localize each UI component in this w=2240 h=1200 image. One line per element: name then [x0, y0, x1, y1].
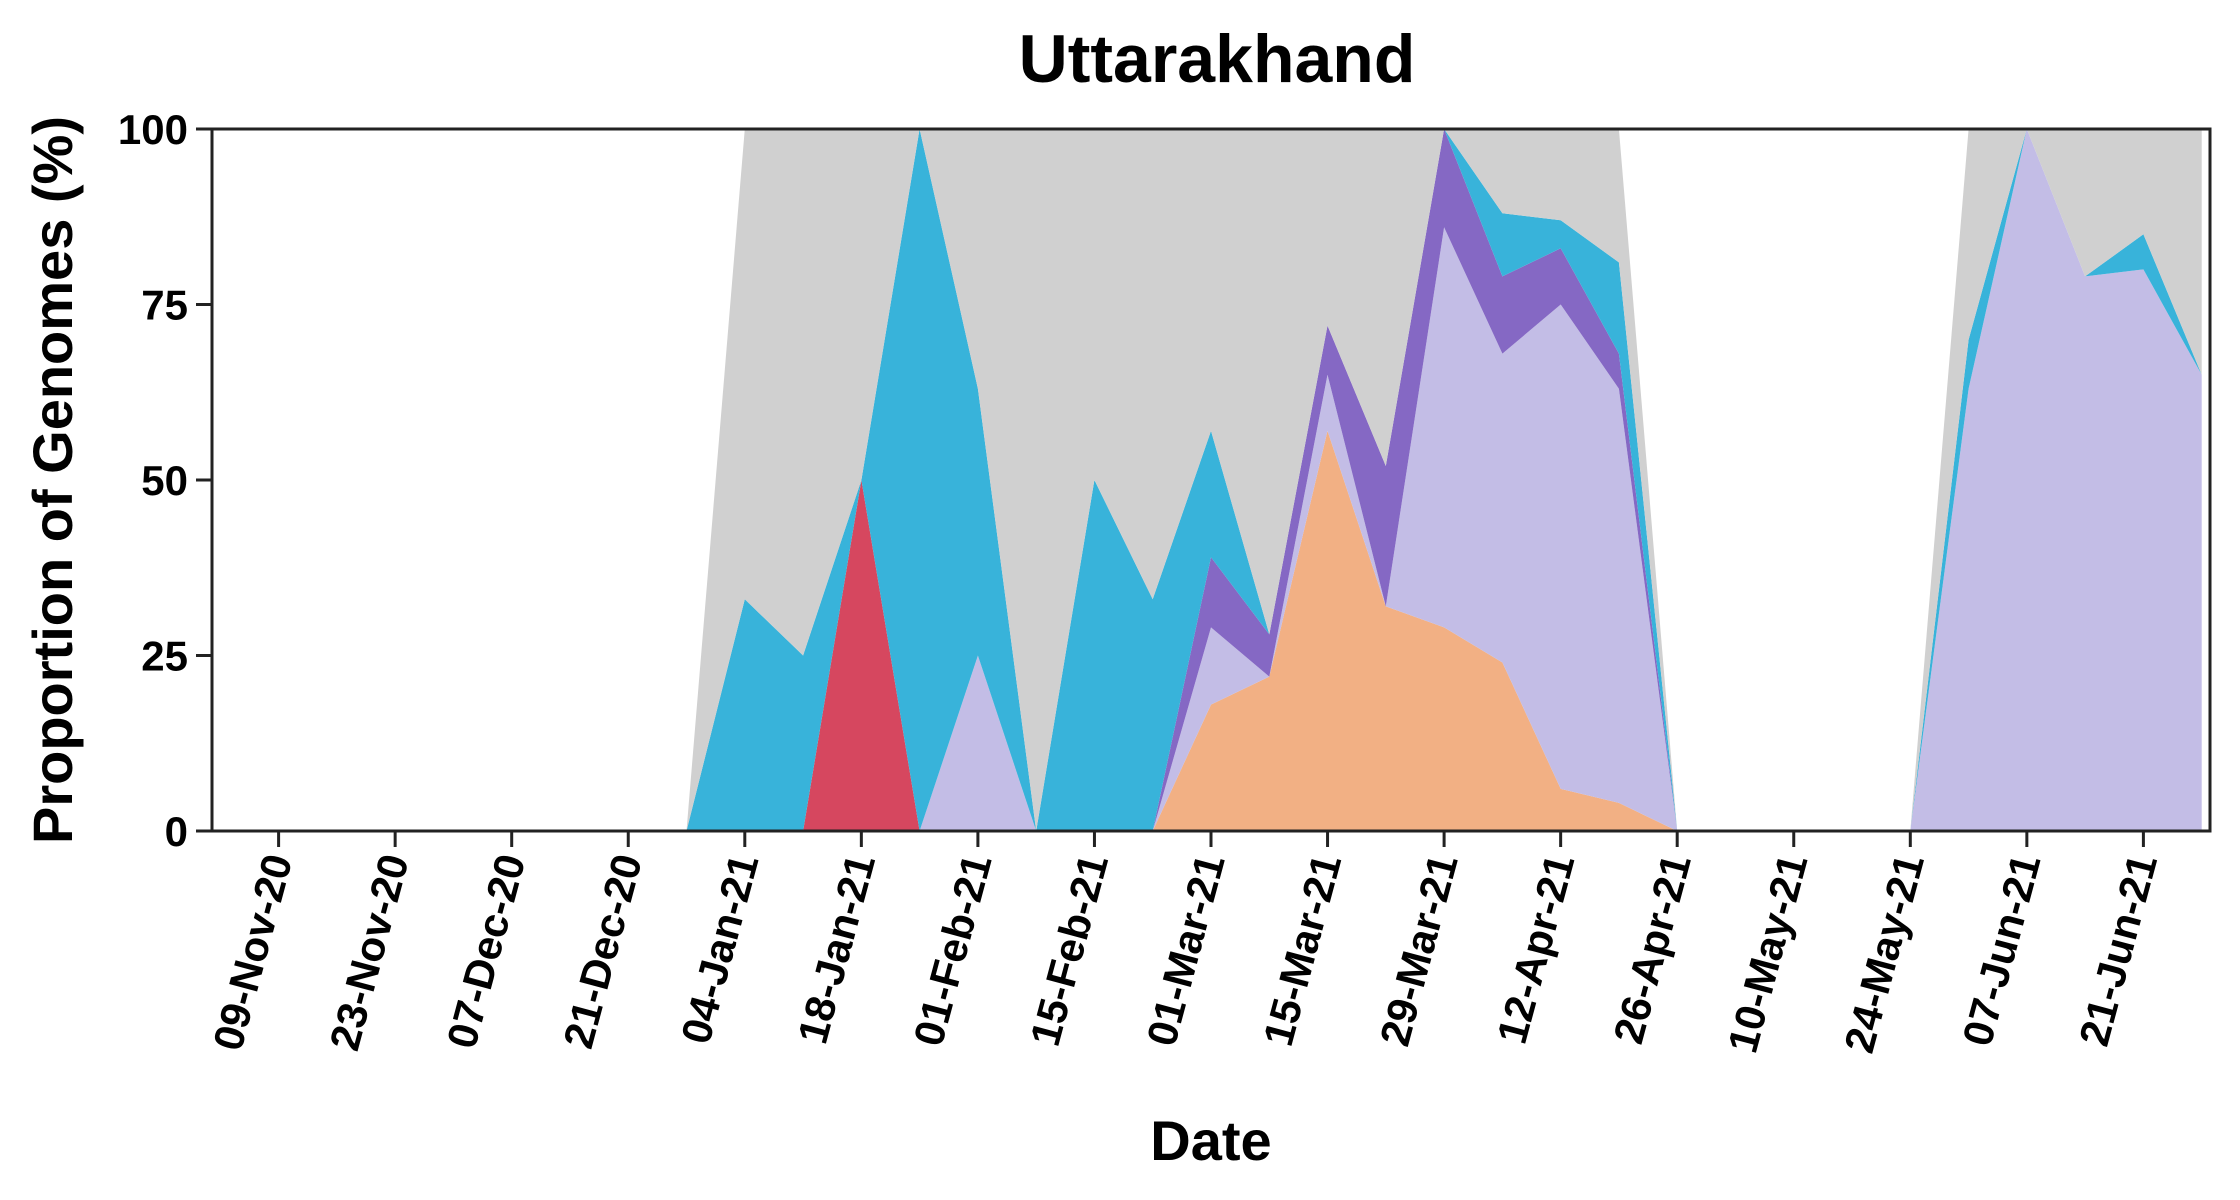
chart-title: Uttarakhand — [1019, 21, 1416, 97]
x-tick-label: 21-Dec-20 — [554, 849, 651, 1053]
x-tick-label: 24-May-21 — [1835, 849, 1933, 1057]
x-tick-label: 10-May-21 — [1719, 849, 1817, 1057]
x-tick-label: 26-Apr-21 — [1604, 849, 1700, 1048]
x-tick-label: 12-Apr-21 — [1488, 849, 1584, 1048]
x-tick-label: 15-Feb-21 — [1021, 849, 1117, 1051]
x-tick-label: 01-Mar-21 — [1138, 849, 1234, 1051]
y-axis-title: Proportion of Genomes (%) — [21, 116, 84, 844]
x-tick-label: 15-Mar-21 — [1254, 849, 1350, 1051]
y-tick-label: 75 — [141, 282, 188, 329]
y-tick-label: 50 — [141, 457, 188, 504]
x-tick-label: 07-Jun-21 — [1953, 849, 2049, 1051]
x-tick-label: 09-Nov-20 — [204, 849, 301, 1055]
x-tick-label: 29-Mar-21 — [1371, 849, 1467, 1051]
area-series-5 — [220, 129, 2202, 831]
x-tick-label: 18-Jan-21 — [789, 849, 885, 1048]
x-tick-label: 21-Jun-21 — [2070, 849, 2166, 1051]
x-tick-label: 04-Jan-21 — [672, 849, 768, 1048]
x-tick-label: 23-Nov-20 — [320, 849, 417, 1055]
y-tick-label: 0 — [165, 808, 188, 855]
area-series-6 — [220, 129, 2202, 831]
area-series-1 — [220, 430, 2202, 831]
y-tick-label: 25 — [141, 633, 188, 680]
x-axis-title: Date — [1150, 1109, 1271, 1172]
x-tick-label: 01-Feb-21 — [904, 849, 1000, 1051]
x-axis-ticks: 09-Nov-20 23-Nov-20 07-Dec-20 21-Dec-20 04-J… — [204, 831, 2166, 1058]
area-series-2 — [220, 129, 2202, 831]
x-tick-label: 07-Dec-20 — [438, 849, 535, 1053]
y-axis-ticks: 0 25 50 75 100 — [118, 106, 212, 855]
stacked-areas — [220, 129, 2202, 831]
y-tick-label: 100 — [118, 106, 188, 153]
